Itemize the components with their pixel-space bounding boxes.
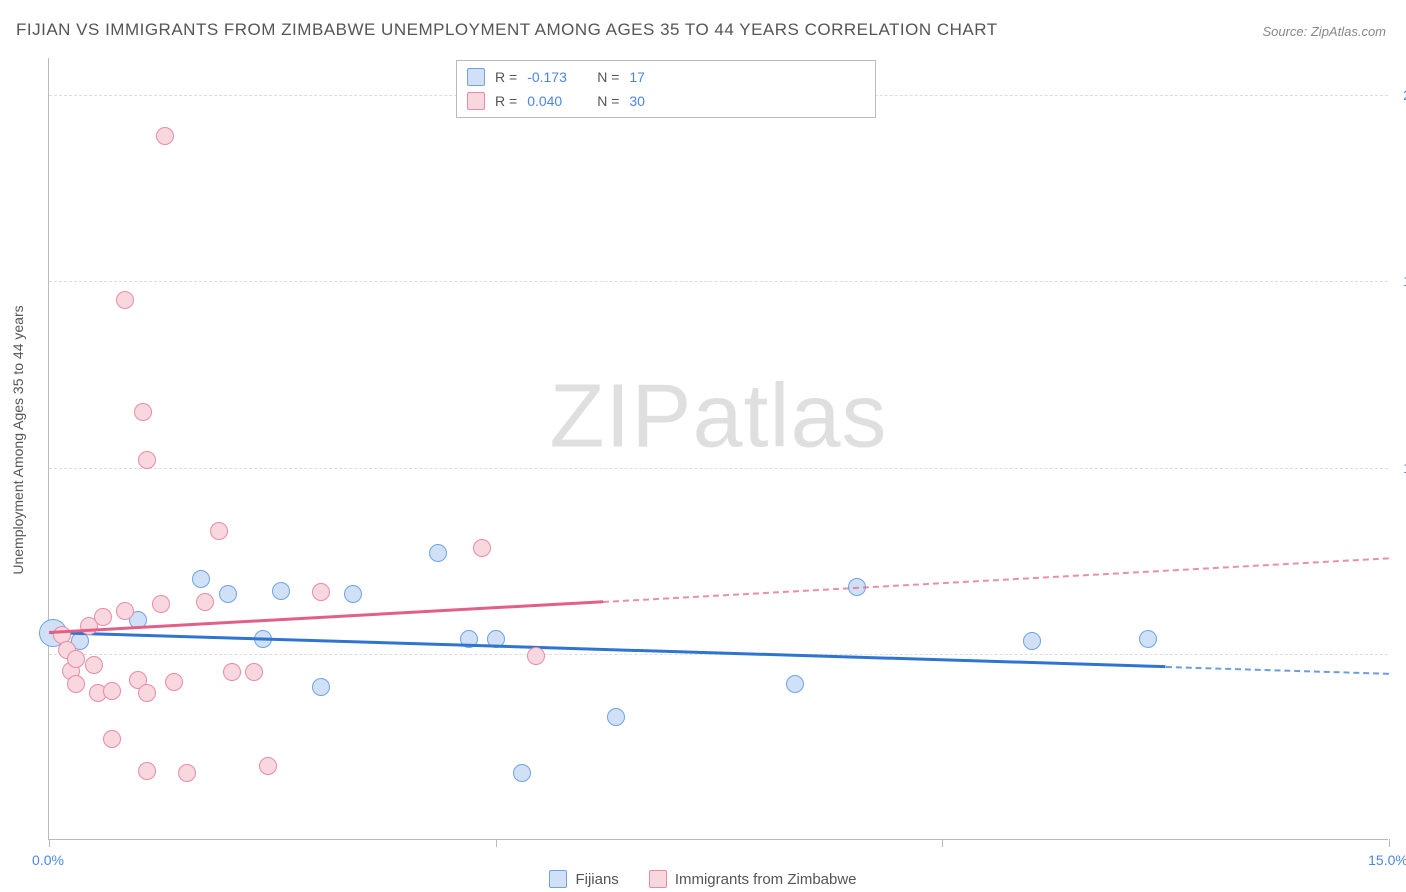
n-label: N = — [597, 89, 619, 113]
legend-swatch — [467, 92, 485, 110]
data-point — [513, 764, 531, 782]
legend-label: Fijians — [575, 871, 618, 888]
data-point — [116, 291, 134, 309]
data-point — [259, 757, 277, 775]
legend-item: Immigrants from Zimbabwe — [649, 870, 857, 888]
trend-line — [49, 631, 1166, 668]
data-point — [138, 684, 156, 702]
chart-title: FIJIAN VS IMMIGRANTS FROM ZIMBABWE UNEMP… — [16, 20, 998, 40]
r-value: 0.040 — [527, 89, 587, 113]
n-label: N = — [597, 65, 619, 89]
data-point — [138, 451, 156, 469]
legend-swatch — [467, 68, 485, 86]
data-point — [156, 127, 174, 145]
source-attribution: Source: ZipAtlas.com — [1262, 24, 1386, 39]
x-tick — [942, 839, 943, 847]
data-point — [527, 647, 545, 665]
data-point — [67, 650, 85, 668]
data-point — [103, 730, 121, 748]
y-gridline — [49, 468, 1388, 469]
data-point — [786, 675, 804, 693]
x-tick — [496, 839, 497, 847]
trend-line — [603, 557, 1389, 603]
data-point — [1139, 630, 1157, 648]
x-tick-label: 0.0% — [32, 852, 64, 868]
legend-swatch — [549, 870, 567, 888]
data-point — [138, 762, 156, 780]
data-point — [1023, 632, 1041, 650]
correlation-stats-box: R = -0.173 N = 17 R = 0.040 N = 30 — [456, 60, 876, 118]
data-point — [429, 544, 447, 562]
y-axis-label: Unemployment Among Ages 35 to 44 years — [10, 305, 26, 574]
data-point — [223, 663, 241, 681]
data-point — [165, 673, 183, 691]
legend-bottom: Fijians Immigrants from Zimbabwe — [0, 870, 1406, 888]
data-point — [312, 583, 330, 601]
chart-plot-area: ZIPatlas 5.0%10.0%15.0%20.0% — [48, 58, 1388, 840]
data-point — [245, 663, 263, 681]
x-tick-label: 15.0% — [1368, 852, 1406, 868]
legend-label: Immigrants from Zimbabwe — [675, 871, 857, 888]
r-label: R = — [495, 65, 517, 89]
x-tick — [49, 839, 50, 847]
data-point — [178, 764, 196, 782]
data-point — [196, 593, 214, 611]
data-point — [192, 570, 210, 588]
data-point — [94, 608, 112, 626]
r-value: -0.173 — [527, 65, 587, 89]
data-point — [344, 585, 362, 603]
data-point — [272, 582, 290, 600]
data-point — [116, 602, 134, 620]
r-label: R = — [495, 89, 517, 113]
legend-item: Fijians — [549, 870, 618, 888]
n-value: 17 — [629, 65, 645, 89]
data-point — [312, 678, 330, 696]
x-tick — [1389, 839, 1390, 847]
data-point — [219, 585, 237, 603]
n-value: 30 — [629, 89, 645, 113]
data-point — [210, 522, 228, 540]
y-gridline — [49, 281, 1388, 282]
data-point — [607, 708, 625, 726]
stats-row: R = -0.173 N = 17 — [467, 65, 865, 89]
data-point — [473, 539, 491, 557]
data-point — [103, 682, 121, 700]
data-point — [152, 595, 170, 613]
data-point — [134, 403, 152, 421]
legend-swatch — [649, 870, 667, 888]
stats-row: R = 0.040 N = 30 — [467, 89, 865, 113]
data-point — [67, 675, 85, 693]
trend-line — [1166, 666, 1389, 675]
data-point — [85, 656, 103, 674]
watermark: ZIPatlas — [549, 366, 887, 469]
